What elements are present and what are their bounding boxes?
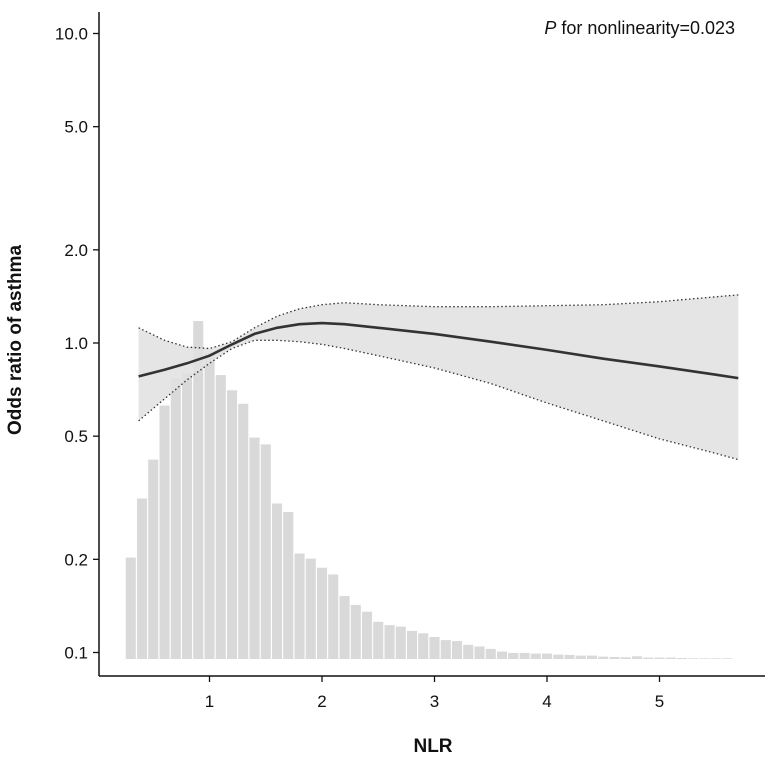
- x-tick-label: 1: [205, 692, 214, 711]
- histogram-bar: [328, 574, 339, 659]
- histogram-bar: [463, 644, 474, 659]
- y-tick-label: 0.2: [64, 550, 88, 569]
- histogram-bar: [373, 621, 384, 659]
- histogram-bar: [125, 557, 136, 659]
- histogram-bar: [519, 652, 530, 659]
- histogram-bar: [497, 651, 508, 659]
- ci-lower-line: [138, 339, 739, 461]
- confidence-band: [138, 294, 739, 460]
- x-tick-label: 4: [542, 692, 551, 711]
- histogram-bar: [485, 648, 496, 659]
- histogram-bar: [182, 373, 193, 659]
- histogram-bar: [677, 658, 688, 659]
- y-tick-label: 0.1: [64, 644, 88, 663]
- histogram-bar: [575, 655, 586, 659]
- y-tick-label: 10.0: [55, 25, 88, 44]
- histogram-bar: [407, 630, 418, 659]
- histogram-bar: [688, 658, 699, 659]
- p-symbol: P: [544, 18, 556, 38]
- histogram-bar: [238, 403, 249, 659]
- histogram-bar: [553, 654, 564, 659]
- y-tick-label: 5.0: [64, 118, 88, 137]
- histogram-bar: [384, 625, 395, 659]
- x-axis-title: NLR: [413, 736, 452, 757]
- histogram-bar: [148, 459, 159, 659]
- y-tick-label: 0.5: [64, 427, 88, 446]
- odds-ratio-line: [138, 321, 739, 380]
- histogram-bar: [395, 626, 406, 659]
- histogram-bar: [587, 655, 598, 659]
- histogram-bar: [429, 637, 440, 659]
- histogram-bar: [249, 437, 260, 659]
- histogram-bar: [260, 444, 271, 659]
- histogram-bar: [418, 633, 429, 659]
- histogram-bar: [643, 657, 654, 659]
- x-tick-label: 5: [655, 692, 664, 711]
- histogram-bar: [215, 375, 226, 659]
- histogram-bar: [227, 390, 238, 659]
- histogram-bar: [508, 652, 519, 659]
- histogram-bar: [654, 657, 665, 659]
- histogram-bar: [530, 653, 541, 659]
- histogram-bars: [125, 321, 733, 659]
- histogram-bar: [710, 658, 721, 659]
- x-tick-label: 3: [430, 692, 439, 711]
- histogram-bar: [339, 596, 350, 659]
- histogram-bar: [542, 653, 553, 659]
- y-tick-label: 2.0: [64, 241, 88, 260]
- nonlinearity-text: for nonlinearity=0.023: [556, 18, 735, 38]
- histogram-bar: [317, 567, 328, 659]
- histogram-bar: [632, 656, 643, 659]
- y-tick-label: 1.0: [64, 334, 88, 353]
- histogram-bar: [609, 657, 620, 659]
- histogram-bar: [474, 646, 485, 659]
- histogram-bar: [699, 658, 710, 659]
- x-tick-label: 2: [317, 692, 326, 711]
- histogram-bar: [564, 654, 575, 659]
- histogram-bar: [170, 378, 181, 659]
- histogram-bar: [283, 512, 294, 659]
- histogram-bar: [193, 321, 204, 659]
- histogram-bar: [350, 604, 361, 659]
- histogram-bar: [665, 657, 676, 659]
- histogram-bar: [272, 503, 283, 659]
- histogram-bar: [452, 641, 463, 659]
- histogram-bar: [362, 611, 373, 659]
- histogram-bar: [440, 640, 451, 659]
- nonlinearity-annotation: P for nonlinearity=0.023: [544, 18, 735, 38]
- histogram-bar: [620, 657, 631, 659]
- histogram-bar: [204, 353, 215, 659]
- y-axis-title: Odds ratio of asthma: [5, 245, 26, 435]
- histogram-bar: [722, 658, 733, 659]
- histogram-bar: [305, 558, 316, 659]
- histogram-bar: [598, 656, 609, 659]
- axes: 0.1 0.2 0.5 1.0 2.0 5.0 10.0 1 2 3 4 5: [55, 12, 765, 711]
- histogram-bar: [294, 553, 305, 659]
- histogram-bar: [159, 405, 170, 659]
- histogram-bar: [137, 498, 148, 659]
